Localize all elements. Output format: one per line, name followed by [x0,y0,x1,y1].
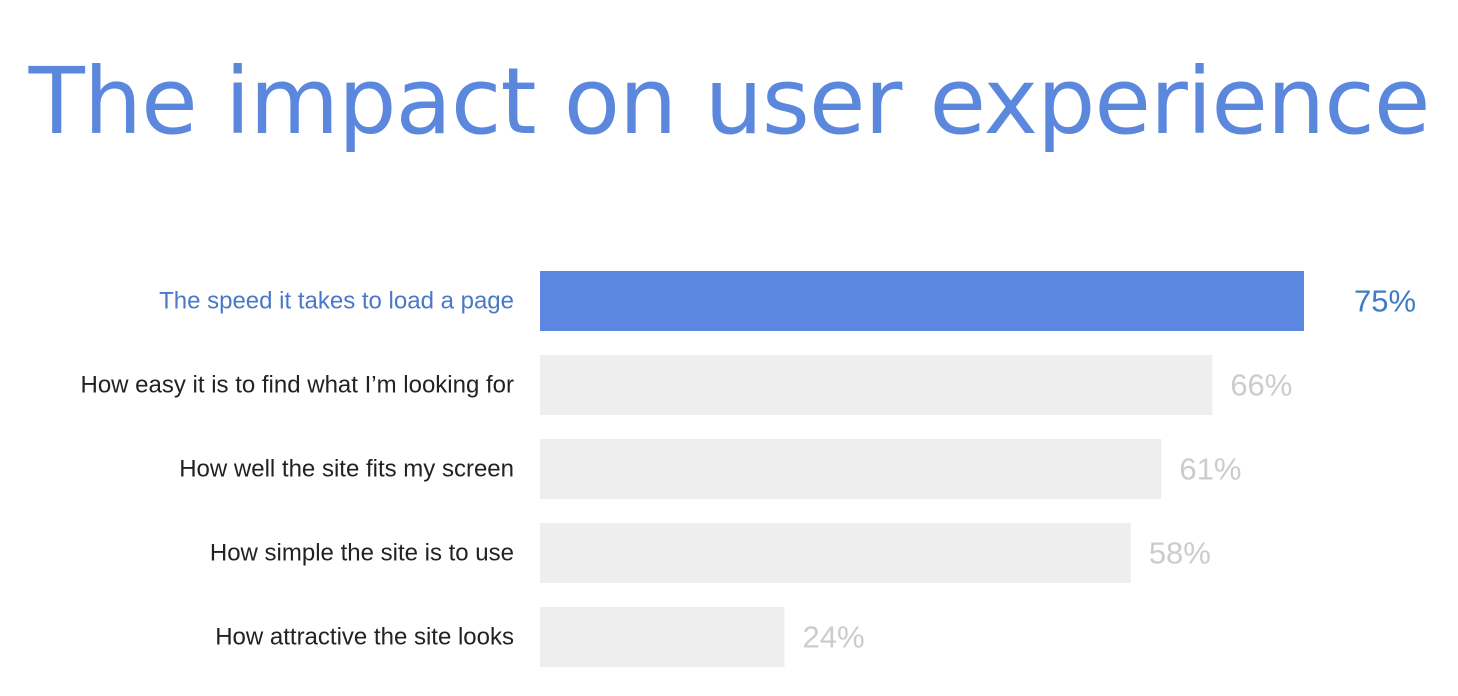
bar [540,355,1213,415]
category-label: How well the site fits my screen [179,456,514,483]
bar [540,439,1162,499]
category-label: How easy it is to find what I’m looking … [80,372,514,399]
chart-title: The impact on user experience [28,48,1431,155]
bar [540,607,785,667]
value-label: 66% [1230,368,1292,403]
category-label: How simple the site is to use [210,540,514,567]
bar [540,271,1304,331]
value-label: 58% [1149,536,1211,571]
value-label: 61% [1179,452,1241,487]
bar [540,523,1131,583]
value-label: 24% [802,620,864,655]
value-label: 75% [1354,284,1416,319]
category-label: The speed it takes to load a page [159,288,514,315]
category-label: How attractive the site looks [215,624,514,651]
